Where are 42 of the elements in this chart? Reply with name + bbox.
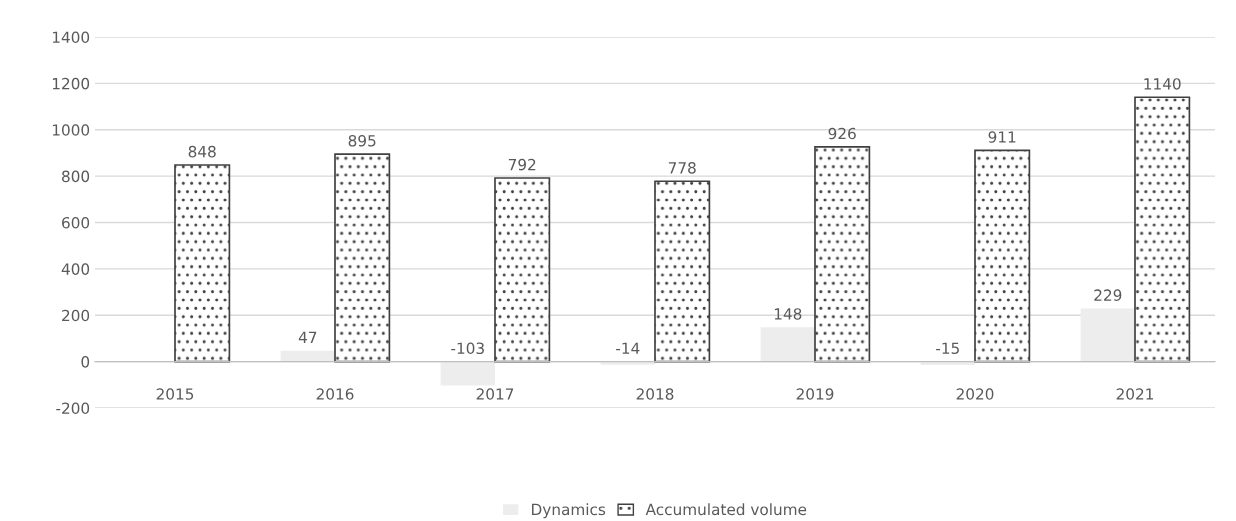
bar: [174, 164, 231, 363]
x-tick-label: 2018: [636, 388, 674, 400]
legend-label: Dynamics: [532, 503, 606, 519]
bar: [440, 361, 495, 386]
y-tick-label: 200: [62, 309, 90, 322]
bar: [334, 153, 391, 363]
bar: [600, 361, 655, 365]
data-label: 778: [668, 162, 696, 174]
legend-label: Accumulated volume: [645, 503, 807, 516]
bar: [814, 146, 871, 363]
bar: [654, 180, 711, 363]
y-tick-label: -200: [56, 402, 90, 415]
data-label: 47: [298, 331, 317, 343]
x-tick-label: 2021: [1116, 388, 1154, 400]
data-label: -15: [936, 342, 959, 355]
bar: [494, 177, 551, 363]
y-tick-label: 600: [62, 216, 90, 229]
bar: [760, 327, 815, 362]
data-label: 911: [988, 131, 1016, 143]
y-tick-label: 0: [81, 356, 90, 368]
bar: [1080, 308, 1135, 362]
data-label: 148: [774, 308, 802, 320]
x-tick-label: 2020: [956, 388, 994, 400]
data-label: -14: [616, 342, 640, 354]
y-tick-label: 800: [62, 170, 90, 183]
data-label: 926: [828, 127, 856, 140]
y-tick-label: 1400: [52, 31, 90, 44]
x-tick-label: 2017: [476, 388, 514, 400]
data-label: -103: [451, 342, 484, 355]
y-tick-label: 1000: [52, 124, 90, 136]
bar: [1134, 96, 1191, 363]
x-tick-label: 2016: [316, 388, 354, 400]
x-tick-label: 2015: [156, 388, 194, 400]
bar: [974, 149, 1031, 363]
y-tick-label: 1200: [52, 77, 90, 90]
data-label: 792: [508, 158, 536, 171]
data-label: 229: [1094, 289, 1122, 301]
x-tick-label: 2019: [796, 388, 834, 400]
data-label: 895: [348, 134, 376, 147]
data-label: 1140: [1144, 78, 1181, 90]
y-tick-label: 400: [61, 263, 90, 275]
data-label: 848: [188, 145, 216, 158]
